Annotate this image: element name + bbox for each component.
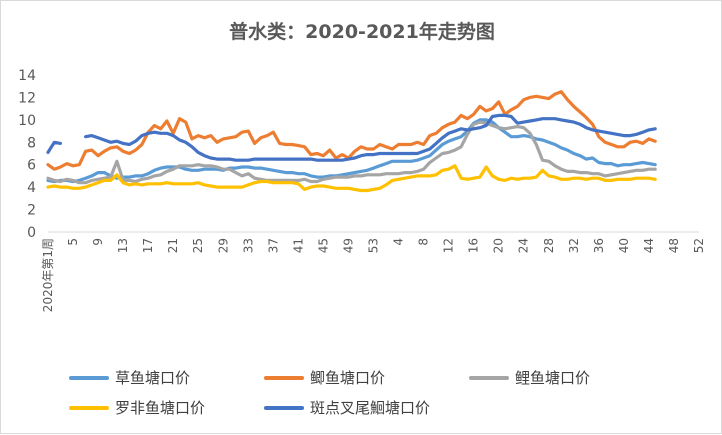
y-tick-label: 14 [18,68,36,84]
series-line-1 [46,118,657,184]
y-tick-label: 12 [18,90,36,106]
series-line-5 [46,113,657,162]
x-tick-label: 28 [542,238,556,253]
series-line-4 [46,164,657,193]
x-tick-label: 29 [216,238,230,253]
series-layer [46,90,657,193]
x-tick-label: 52 [692,238,706,253]
x-tick-label: 13 [116,238,130,253]
y-tick-label: 10 [18,113,36,129]
legend-label: 鲤鱼塘口价 [515,369,591,387]
y-tick-label: 8 [27,135,36,151]
x-tick-label: 12 [442,238,456,253]
x-tick-label: 2020年第1周 [41,238,55,312]
x-tick-label: 20 [492,238,506,253]
y-tick-label: 6 [27,158,36,174]
legend-item-1: 草鱼塘口价 [69,367,190,388]
legend-item-4: 罗非鱼塘口价 [69,397,205,418]
legend-item-5: 斑点叉尾鮰塘口价 [264,397,430,418]
x-tick-label: 16 [467,238,481,253]
legend-label: 鲫鱼塘口价 [310,369,386,387]
legend-swatch [69,375,109,380]
x-tick-label: 5 [66,238,80,246]
y-tick-label: 2 [27,203,36,219]
x-tick-label: 41 [291,238,305,253]
legend-swatch [469,375,509,380]
series-line-2 [46,90,657,171]
x-tick-label: 45 [316,238,330,253]
x-tick-label: 40 [617,238,631,253]
x-tick-label: 17 [141,238,155,253]
x-tick-label: 25 [191,238,205,253]
chart-title: 普水类：2020-2021年走势图 [229,21,495,43]
x-tick-label: 21 [166,238,180,253]
x-tick-label: 36 [592,238,606,253]
legend-swatch [264,375,304,380]
legend-swatch [264,405,304,410]
legend-item-2: 鲫鱼塘口价 [264,367,385,388]
y-tick-label: 4 [27,180,36,196]
x-tick-label: 8 [417,238,431,246]
x-tick-label: 32 [567,238,581,253]
legend-label: 罗非鱼塘口价 [115,399,206,417]
x-tick-label: 33 [241,238,255,253]
x-tick-label: 49 [341,238,355,253]
x-tick-label: 24 [517,238,531,253]
legend-label: 草鱼塘口价 [115,369,191,387]
legend-item-3: 鲤鱼塘口价 [469,367,590,388]
legend-label: 斑点叉尾鮰塘口价 [310,399,431,417]
x-tick-label: 4 [392,238,406,246]
x-tick-label: 9 [91,238,105,246]
legend-swatch [69,405,109,410]
x-tick-label: 37 [266,238,280,253]
series-line-3 [46,120,657,185]
x-tick-label: 53 [367,238,381,253]
y-tick-label: 0 [27,225,36,241]
x-tick-label: 44 [642,238,656,253]
x-tick-label: 48 [667,238,681,253]
